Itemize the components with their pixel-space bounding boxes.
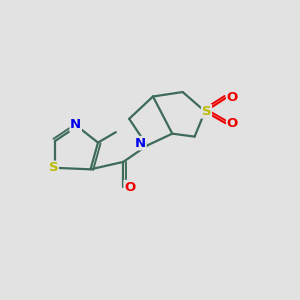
Text: N: N [135,137,146,150]
Text: S: S [49,161,58,174]
Text: O: O [227,117,238,130]
Text: O: O [124,181,135,194]
Text: S: S [202,105,211,118]
Text: N: N [70,118,81,131]
Text: O: O [227,91,238,104]
